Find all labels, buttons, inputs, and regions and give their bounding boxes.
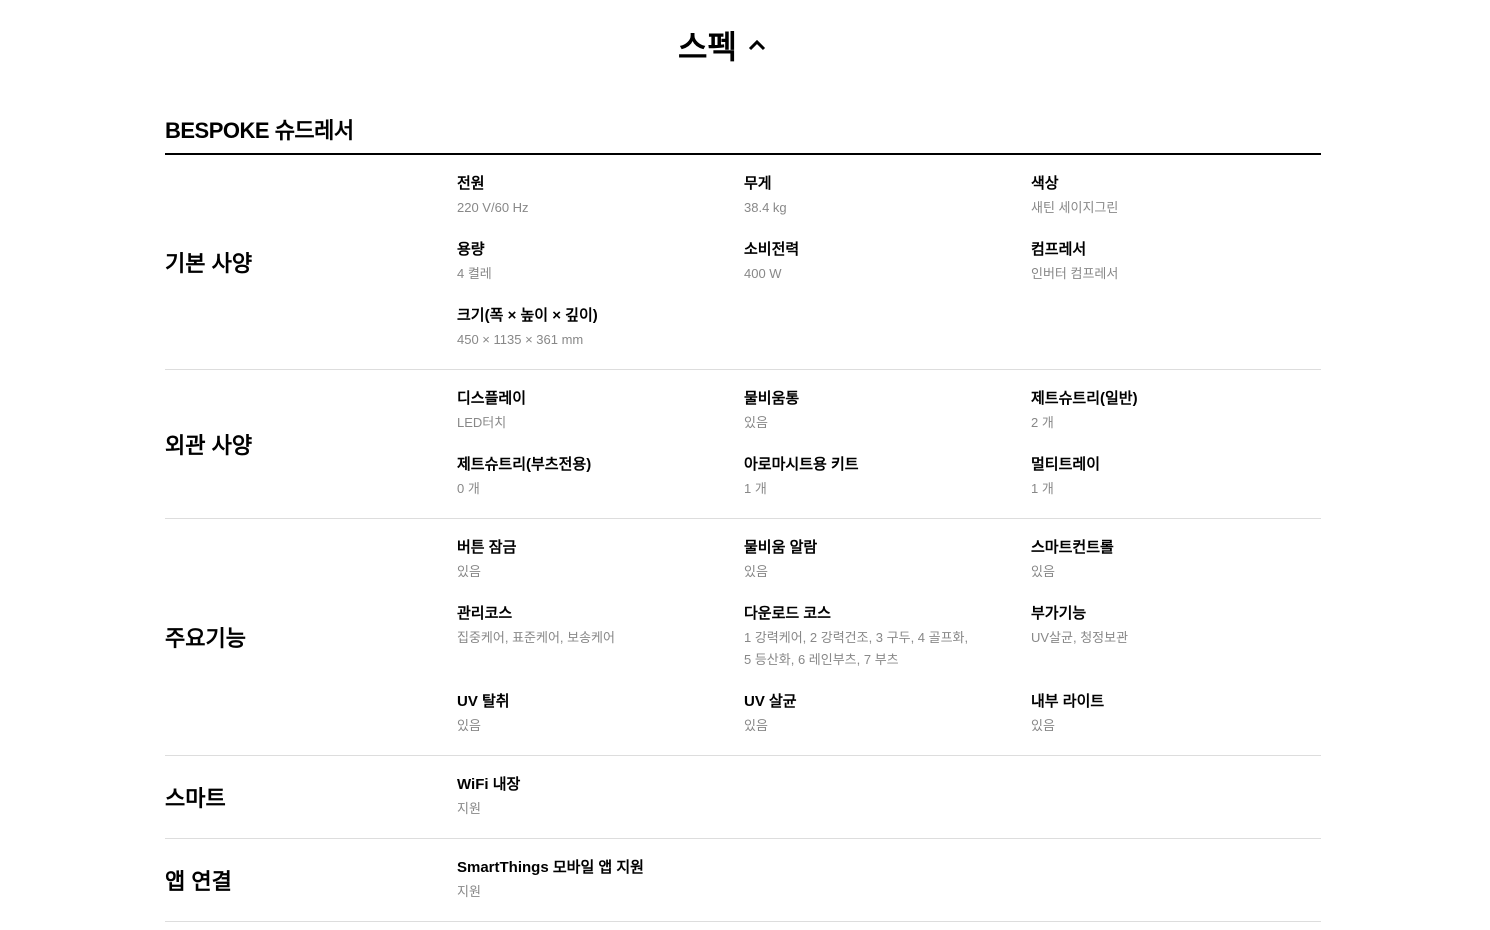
spec-value: 있음 xyxy=(1031,564,1055,579)
spec-label: 전원 xyxy=(457,175,485,192)
chevron-up-icon xyxy=(748,39,765,51)
spec-item: 소비전력 400 W xyxy=(744,237,1031,285)
section-title: 외관 사양 xyxy=(165,433,253,458)
section-title: 기본 사양 xyxy=(165,251,253,276)
spec-value: 2 개 xyxy=(1031,415,1054,430)
spec-label: 물비움 알람 xyxy=(744,539,818,556)
spec-value: 지원 xyxy=(457,801,481,816)
spec-label: 관리코스 xyxy=(457,605,513,622)
spec-value: LED터치 xyxy=(457,415,507,430)
spec-value: 400 W xyxy=(744,266,782,281)
spec-label: 무게 xyxy=(744,175,772,192)
spec-value: 38.4 kg xyxy=(744,200,787,215)
spec-item: 다운로드 코스 1 강력케어, 2 강력건조, 3 구두, 4 골프화, 5 등산… xyxy=(744,601,1031,671)
section-title: 앱 연결 xyxy=(165,869,232,894)
spec-value: 0 개 xyxy=(457,481,480,496)
spec-section: 주요기능 버튼 잠금 있음 물비움 알람 있음 스마트컨트롤 있음 관리코스 집중케어, 표준케… xyxy=(165,519,1321,756)
spec-value: 있음 xyxy=(457,564,481,579)
spec-value: 450 × 1135 × 361 mm xyxy=(457,332,584,347)
spec-label: 크기(폭 × 높이 × 깊이) xyxy=(457,307,598,324)
spec-value: 있음 xyxy=(744,415,768,430)
spec-value: 있음 xyxy=(744,718,768,733)
spec-value: 1 개 xyxy=(744,481,767,496)
spec-value: 4 켤레 xyxy=(457,266,492,281)
spec-section: 외관 사양 디스플레이 LED터치 물비움통 있음 제트슈트리(일반) 2 개 제트슈트리(부… xyxy=(165,370,1321,519)
spec-label: UV 탈취 xyxy=(457,693,510,710)
spec-value: 1 개 xyxy=(1031,481,1054,496)
section-title: 스마트 xyxy=(165,786,226,811)
spec-item: 멀티트레이 1 개 xyxy=(1031,452,1321,500)
spec-label: 내부 라이트 xyxy=(1031,693,1105,710)
spec-item: 제트슈트리(부츠전용) 0 개 xyxy=(457,452,744,500)
spec-label: 스마트컨트롤 xyxy=(1031,539,1114,556)
spec-label: WiFi 내장 xyxy=(457,776,521,793)
spec-label: 멀티트레이 xyxy=(1031,456,1101,473)
spec-item: 용량 4 켤레 xyxy=(457,237,744,285)
spec-item: 무게 38.4 kg xyxy=(744,171,1031,219)
section-title: 주요기능 xyxy=(165,626,246,651)
spec-item: 제트슈트리(일반) 2 개 xyxy=(1031,386,1321,434)
spec-value: 220 V/60 Hz xyxy=(457,200,529,215)
spec-label: 다운로드 코스 xyxy=(744,605,831,622)
spec-label: 제트슈트리(일반) xyxy=(1031,390,1138,407)
spec-value: 인버터 컴프레서 xyxy=(1031,266,1119,281)
spec-value: 새틴 세이지그린 xyxy=(1031,200,1119,215)
spec-label: 디스플레이 xyxy=(457,390,527,407)
spec-label: SmartThings 모바일 앱 지원 xyxy=(457,859,644,876)
spec-label: 버튼 잠금 xyxy=(457,539,517,556)
spec-item: 전원 220 V/60 Hz xyxy=(457,171,744,219)
spec-value: 있음 xyxy=(457,718,481,733)
spec-label: 제트슈트리(부츠전용) xyxy=(457,456,592,473)
spec-label: 부가기능 xyxy=(1031,605,1087,622)
spec-value: 1 강력케어, 2 강력건조, 3 구두, 4 골프화, 5 등산화, 6 레인… xyxy=(744,630,969,667)
spec-value: 있음 xyxy=(744,564,768,579)
spec-value: 있음 xyxy=(1031,718,1055,733)
spec-value: UV살균, 청정보관 xyxy=(1031,630,1129,645)
spec-label: 소비전력 xyxy=(744,241,800,258)
spec-label: 컴프레서 xyxy=(1031,241,1087,258)
spec-label: 용량 xyxy=(457,241,485,258)
spec-item: 크기(폭 × 높이 × 깊이) 450 × 1135 × 361 mm xyxy=(457,303,744,351)
spec-label: 물비움통 xyxy=(744,390,800,407)
spec-item: 디스플레이 LED터치 xyxy=(457,386,744,434)
spec-toggle-header[interactable]: 스펙 xyxy=(0,22,1445,68)
page-title: 스펙 xyxy=(678,29,737,65)
spec-item: 부가기능 UV살균, 청정보관 xyxy=(1031,601,1321,671)
spec-value: 집중케어, 표준케어, 보송케어 xyxy=(457,630,615,645)
spec-label: 아로마시트용 키트 xyxy=(744,456,859,473)
spec-label: UV 살균 xyxy=(744,693,797,710)
product-name: BESPOKE 슈드레서 xyxy=(165,118,354,143)
spec-label: 색상 xyxy=(1031,175,1059,192)
spec-item: 아로마시트용 키트 1 개 xyxy=(744,452,1031,500)
spec-value: 지원 xyxy=(457,884,481,899)
